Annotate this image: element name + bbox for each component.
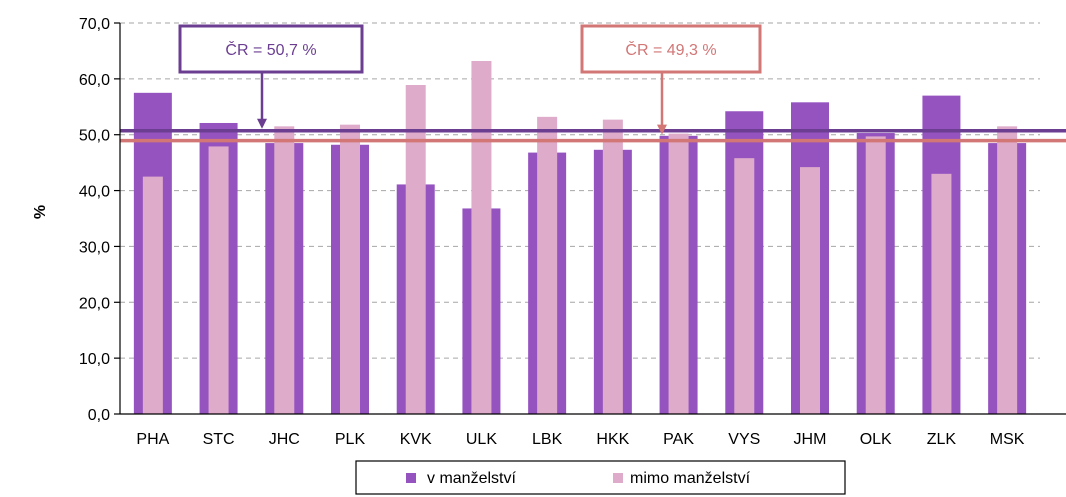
- x-tick-label: JHC: [269, 431, 300, 448]
- bar-mimo-manzelstvi-zlk: [931, 173, 952, 414]
- legend-label-v-manzelstvi: v manželství: [427, 470, 516, 487]
- x-tick-label: VYS: [728, 431, 760, 448]
- y-tick-label: 10,0: [79, 351, 110, 368]
- x-tick-labels: PHA STC JHC PLK KVK ULK LBK HKK PAK VYS JHM OLK ZLK M…: [136, 431, 1024, 448]
- callout-box-1: [580, 24, 762, 74]
- bar-mimo-manzelstvi-olk: [865, 136, 886, 414]
- reference-callouts: ČR = 50,7 % ČR = 49,3 %: [178, 24, 762, 135]
- y-tick-label: 30,0: [79, 239, 110, 256]
- callout-arrowhead-1: [657, 124, 667, 135]
- bar-mimo-manzelstvi-vys: [734, 158, 755, 414]
- x-tick-label: OLK: [860, 431, 892, 448]
- y-tick-label: 50,0: [79, 128, 110, 145]
- legend-swatch-mimo-manzelstvi: [613, 473, 623, 483]
- bar-mimo-manzelstvi-hkk: [602, 119, 623, 414]
- legend-swatch-v-manzelstvi: [406, 473, 416, 483]
- x-tick-label: PAK: [663, 431, 694, 448]
- bar-mimo-manzelstvi-lbk: [537, 116, 558, 414]
- y-axis-label: %: [32, 205, 49, 219]
- x-tick-label: LBK: [532, 431, 563, 448]
- callout-arrowhead-0: [257, 118, 267, 129]
- callout-box-0: [178, 24, 364, 74]
- bar-mimo-manzelstvi-kvk: [405, 85, 426, 414]
- bars: [133, 60, 1027, 415]
- legend: v manželství mimo manželství: [355, 460, 846, 495]
- x-tick-label: STC: [203, 431, 235, 448]
- legend-label-mimo-manzelstvi: mimo manželství: [630, 470, 751, 487]
- bar-mimo-manzelstvi-stc: [208, 146, 229, 415]
- y-tick-label: 70,0: [79, 16, 110, 33]
- y-tick-label: 0,0: [88, 407, 110, 424]
- x-tick-label: JHM: [794, 431, 827, 448]
- y-tick-label: 40,0: [79, 184, 110, 201]
- x-tick-label: HKK: [596, 431, 629, 448]
- bar-mimo-manzelstvi-pak: [668, 133, 689, 414]
- axes: [114, 22, 1066, 415]
- bar-mimo-manzelstvi-ulk: [471, 60, 492, 415]
- bar-mimo-manzelstvi-jhm: [800, 167, 820, 414]
- x-tick-label: PHA: [136, 431, 169, 448]
- reference-lines: [120, 129, 1066, 143]
- y-tick-label: 60,0: [79, 72, 110, 89]
- bar-mimo-manzelstvi-plk: [340, 124, 360, 414]
- x-tick-label: ULK: [466, 431, 497, 448]
- y-tick-labels: 0,0 10,0 20,0 30,0 40,0 50,0 60,0 70,0: [79, 16, 110, 424]
- legend-frame: [355, 460, 846, 495]
- bar-mimo-manzelstvi-pha: [142, 176, 163, 414]
- callout-label-0: ČR = 50,7 %: [225, 40, 316, 59]
- y-tick-label: 20,0: [79, 295, 110, 312]
- x-tick-label: MSK: [990, 431, 1025, 448]
- x-tick-label: PLK: [335, 431, 366, 448]
- bar-mimo-manzelstvi-jhc: [274, 126, 295, 414]
- x-tick-label: ZLK: [927, 431, 957, 448]
- x-tick-label: KVK: [400, 431, 432, 448]
- callout-label-1: ČR = 49,3 %: [625, 40, 716, 59]
- bar-mimo-manzelstvi-msk: [997, 126, 1018, 414]
